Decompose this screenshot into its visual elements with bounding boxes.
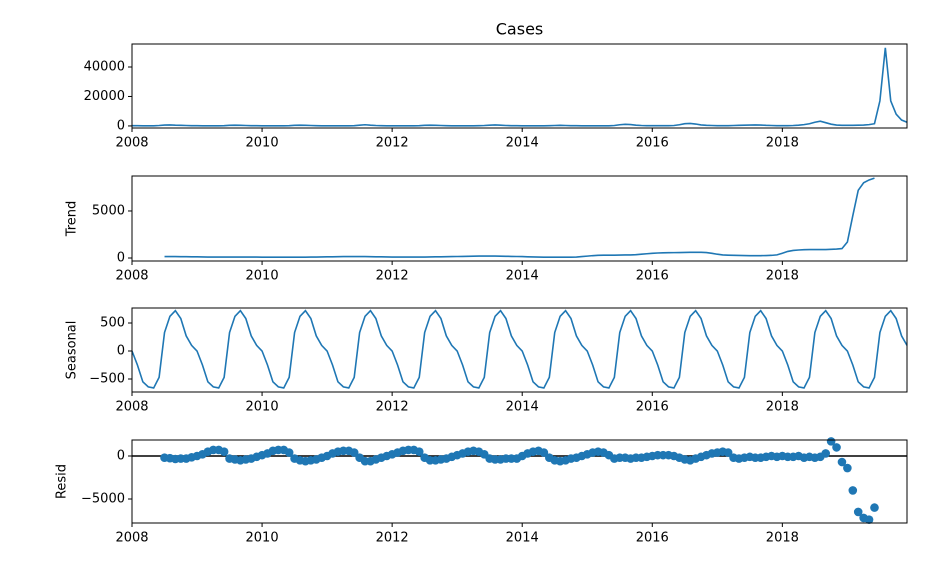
x-tick-label: 2014 (506, 400, 539, 415)
resid-point (832, 443, 841, 452)
x-tick-label: 2010 (246, 531, 279, 546)
x-tick-label: 2014 (506, 531, 539, 546)
y-tick-label: −500 (89, 372, 125, 387)
axes-frame (131, 43, 908, 129)
y-tick-label: −5000 (81, 492, 125, 507)
x-tick-label: 2008 (115, 400, 148, 415)
x-tick-label: 2010 (246, 136, 279, 151)
y-tick-label: 5000 (92, 203, 125, 218)
axes-frame (131, 439, 908, 524)
x-tick-label: 2016 (636, 400, 669, 415)
y-tick-label: 0 (117, 448, 125, 463)
y-tick-label: 40000 (84, 59, 125, 74)
y-axis-label: Trend (65, 201, 80, 238)
x-tick-label: 2018 (766, 400, 799, 415)
x-tick-label: 2014 (506, 269, 539, 284)
panel-title: Cases (496, 20, 544, 39)
series-line (164, 177, 875, 258)
series-line (131, 47, 908, 127)
y-tick-label: 0 (117, 118, 125, 133)
x-tick-label: 2010 (246, 400, 279, 415)
resid-point (219, 447, 229, 456)
y-tick-label: 500 (100, 316, 125, 331)
y-tick-label: 0 (117, 250, 125, 265)
x-tick-label: 2008 (115, 531, 148, 546)
axes-frame (131, 307, 908, 393)
resid-point (723, 448, 733, 457)
x-tick-label: 2012 (376, 269, 409, 284)
x-tick-label: 2016 (636, 269, 669, 284)
y-axis-label: Resid (55, 464, 70, 499)
resid-point (826, 437, 836, 446)
x-tick-label: 2016 (636, 136, 669, 151)
x-tick-label: 2018 (766, 136, 799, 151)
resid-point (870, 503, 879, 512)
x-tick-label: 2012 (376, 531, 409, 546)
x-tick-label: 2008 (115, 136, 148, 151)
x-tick-label: 2012 (376, 136, 409, 151)
x-tick-label: 2018 (766, 269, 799, 284)
x-tick-label: 2008 (115, 269, 148, 284)
x-tick-label: 2012 (376, 400, 409, 415)
x-tick-label: 2010 (246, 269, 279, 284)
y-tick-label: 20000 (84, 89, 125, 104)
axes-frame (131, 175, 908, 262)
x-tick-label: 2016 (636, 531, 669, 546)
y-axis-label: Seasonal (65, 321, 80, 380)
resid-point (284, 448, 294, 457)
resid-point (853, 507, 863, 517)
resid-point (848, 486, 858, 495)
y-tick-label: 0 (117, 344, 125, 359)
resid-point (539, 448, 549, 457)
resid-point (843, 463, 852, 473)
resid-point (864, 515, 874, 524)
resid-point (837, 457, 847, 467)
resid-point (349, 448, 359, 457)
series-line (131, 309, 908, 389)
resid-point (414, 447, 424, 456)
x-tick-label: 2014 (506, 136, 539, 151)
resid-point (821, 449, 831, 458)
x-tick-label: 2018 (766, 531, 799, 546)
